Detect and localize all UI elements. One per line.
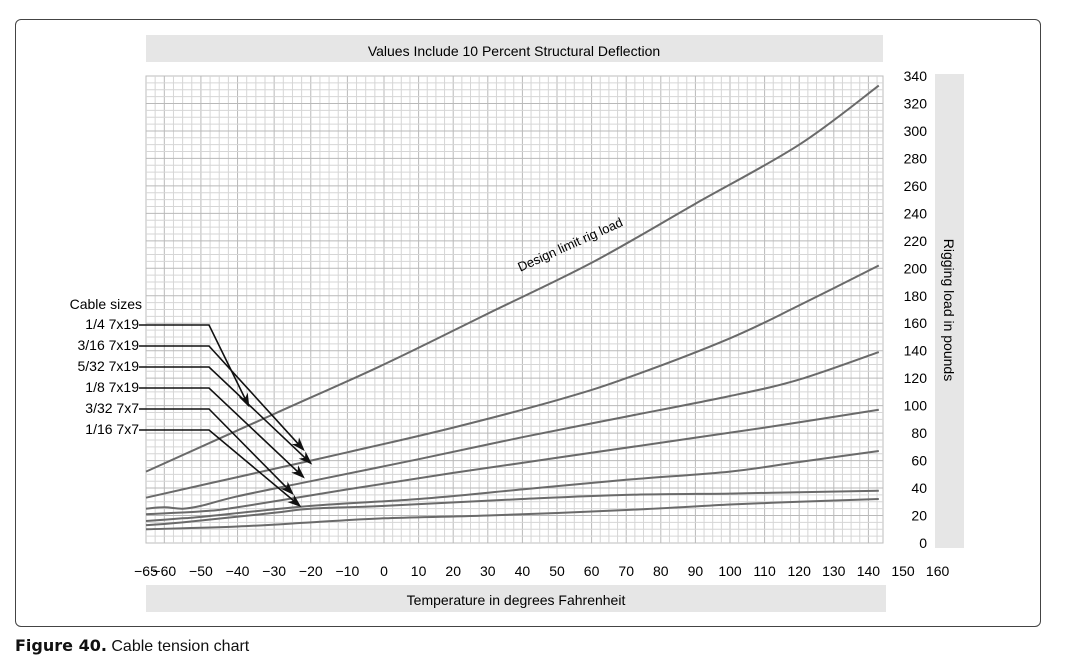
figure-caption: Figure 40. Cable tension chart	[15, 636, 249, 656]
x-tick-label: 150	[891, 563, 915, 579]
x-tick-label: 130	[822, 563, 846, 579]
x-tick-label: 30	[480, 563, 496, 579]
chart-title: Values Include 10 Percent Structural Def…	[368, 43, 660, 59]
x-tick-labels: −65−60 −50 −40 −30 −20 −10 0 10 20 30 40 50 60 70 80 90…	[134, 563, 949, 579]
x-tick-label: −65	[134, 563, 158, 579]
series-line-3	[145, 408, 879, 516]
y-tick-label: 240	[904, 205, 928, 221]
x-tick-label: −40	[226, 563, 250, 579]
x-tick-label: 140	[857, 563, 881, 579]
y-tick-label: 100	[904, 398, 928, 414]
y-tick-labels: 0 20 40 60 80 100 120 140 160 180 200 220 240 260 280 3…	[904, 68, 928, 551]
legend-arrow	[139, 429, 302, 508]
y-tick-label: 180	[904, 288, 928, 304]
x-tick-label: 0	[380, 563, 388, 579]
legend-item: 5/32 7x19	[78, 358, 140, 374]
ylabel-band	[935, 74, 964, 548]
y-tick-label: 260	[904, 178, 928, 194]
legend-arrow	[139, 387, 305, 479]
x-tick-label: 40	[515, 563, 531, 579]
legend-item: 3/32 7x7	[85, 400, 139, 416]
y-tick-label: 320	[904, 95, 928, 111]
figure-caption-text: Cable tension chart	[111, 638, 250, 655]
y-tick-label: 60	[911, 453, 927, 469]
y-axis-label: Rigging load in pounds	[941, 239, 957, 381]
series-line-5	[145, 489, 879, 527]
x-tick-label: −30	[262, 563, 286, 579]
title-band	[146, 35, 883, 62]
x-tick-label: 10	[411, 563, 427, 579]
y-tick-label: 80	[911, 425, 927, 441]
y-tick-label: 20	[911, 508, 927, 524]
x-tick-label: 60	[584, 563, 600, 579]
xlabel-band	[146, 585, 886, 612]
y-tick-label: 120	[904, 370, 928, 386]
series-line-2	[145, 351, 880, 510]
x-tick-label: 90	[688, 563, 704, 579]
y-tick-label: 220	[904, 233, 928, 249]
legend-item: 1/16 7x7	[85, 421, 139, 437]
x-tick-label: 120	[788, 563, 812, 579]
x-tick-label: 160	[926, 563, 950, 579]
y-tick-label: 40	[911, 480, 927, 496]
y-tick-label: 200	[904, 260, 928, 276]
x-tick-label: −60	[152, 563, 176, 579]
legend-arrow	[139, 408, 294, 496]
legend-item: 3/16 7x19	[78, 337, 140, 353]
legend-arrow	[139, 345, 305, 452]
legend-arrow	[139, 324, 250, 408]
y-tick-label: 140	[904, 343, 928, 359]
x-axis-label: Temperature in degrees Fahrenheit	[407, 592, 626, 608]
series-line-6	[145, 498, 879, 531]
y-tick-label: 280	[904, 150, 928, 166]
figure-label: Figure 40.	[15, 636, 107, 655]
legend-title: Cable sizes	[70, 296, 142, 312]
legend: 1/4 7x19 3/16 7x19 5/32 7x19 1/8 7x19 3/32 7…	[78, 316, 313, 508]
series-line-0	[145, 84, 880, 473]
x-tick-label: 110	[753, 563, 776, 579]
y-tick-label: 160	[904, 315, 928, 331]
x-tick-label: 100	[718, 563, 742, 579]
legend-item: 1/4 7x19	[85, 316, 139, 332]
x-tick-label: −10	[336, 563, 360, 579]
cable-tension-chart: Values Include 10 Percent Structural Def…	[70, 35, 964, 612]
chart-frame	[15, 19, 1041, 627]
grid	[145, 75, 884, 544]
x-tick-label: −20	[299, 563, 323, 579]
x-tick-label: −50	[189, 563, 213, 579]
x-tick-label: 70	[618, 563, 634, 579]
series-line-4	[145, 450, 879, 522]
x-tick-label: 20	[445, 563, 461, 579]
y-tick-label: 300	[904, 123, 928, 139]
y-tick-label: 0	[919, 535, 927, 551]
legend-item: 1/8 7x19	[85, 379, 139, 395]
x-tick-label: 50	[549, 563, 565, 579]
legend-arrow	[139, 366, 313, 465]
x-tick-label: 80	[653, 563, 669, 579]
y-tick-label: 340	[904, 68, 928, 84]
